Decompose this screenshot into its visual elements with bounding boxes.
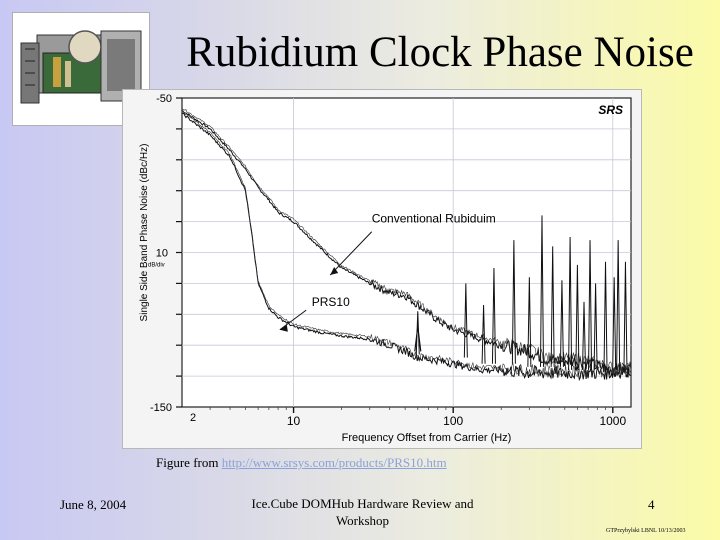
x-tick-label: 100 bbox=[443, 414, 463, 428]
series-line-shadow bbox=[181, 108, 632, 374]
series-line-shadow bbox=[181, 110, 632, 378]
srs-logo: SRS bbox=[598, 103, 623, 117]
y-scale-note: dB/div bbox=[148, 263, 165, 269]
x-tick-label: 10 bbox=[287, 414, 301, 428]
spur-line bbox=[527, 277, 532, 367]
annotation-prs10: PRS10 bbox=[312, 295, 350, 309]
spur-line bbox=[588, 240, 593, 370]
caption-prefix: Figure from bbox=[156, 455, 222, 470]
spur-line bbox=[491, 267, 496, 364]
rubidium-module-photo bbox=[12, 12, 150, 126]
spur-line bbox=[603, 261, 608, 370]
x-tick-label: 1000 bbox=[599, 414, 626, 428]
spur-line bbox=[568, 237, 573, 370]
x-axis-label: Frequency Offset from Carrier (Hz) bbox=[342, 432, 512, 444]
spur-line bbox=[575, 264, 580, 370]
phase-noise-chart: -50 10 dB/div -150 2 10 100 1000 Frequency Offse… bbox=[122, 89, 642, 449]
y-tick-label: -150 bbox=[150, 402, 172, 414]
annotation-arrow bbox=[329, 231, 373, 276]
slide-title: Rubidium Clock Phase Noise bbox=[186, 29, 694, 76]
x-tick-label: 2 bbox=[190, 412, 196, 424]
source-link[interactable]: http://www.srsys.com/products/PRS10.htm bbox=[221, 455, 447, 470]
footer-credit: GTPrzybylski LBNL 10/13/2003 bbox=[606, 528, 686, 534]
prs10-peak bbox=[414, 326, 422, 352]
spur-line bbox=[582, 301, 587, 370]
y-tick-label: 10 bbox=[156, 248, 168, 260]
annotation-arrow bbox=[279, 309, 307, 331]
footer-event: Ice.Cube DOMHub Hardware Review and Work… bbox=[251, 496, 474, 528]
spur-line bbox=[623, 261, 628, 370]
spur-line bbox=[463, 283, 468, 358]
spur-line bbox=[415, 311, 420, 355]
spur-line bbox=[559, 280, 564, 367]
annotation-arrowhead bbox=[330, 267, 339, 276]
spur-line bbox=[550, 246, 555, 367]
spur-line bbox=[616, 240, 621, 370]
annotation-arrowhead bbox=[279, 324, 288, 332]
y-tick-label: -50 bbox=[156, 93, 172, 105]
y-axis-label: Single Side Band Phase Noise (dBc/Hz) bbox=[139, 144, 150, 322]
spur-line bbox=[593, 283, 598, 370]
figure-caption: Figure from http://www.srsys.com/product… bbox=[156, 455, 447, 471]
annotation-conventional: Conventional Rubiduim bbox=[372, 212, 496, 226]
footer-date: June 8, 2004 bbox=[60, 497, 127, 512]
spur-line bbox=[612, 277, 617, 370]
series-line bbox=[181, 109, 632, 379]
chart-canvas: -50 10 dB/div -150 2 10 100 1000 Frequency Offse… bbox=[139, 93, 632, 444]
spur-line bbox=[539, 215, 544, 367]
page-number: 4 bbox=[648, 497, 655, 512]
spur-line bbox=[511, 240, 516, 364]
spur-line bbox=[481, 305, 486, 364]
